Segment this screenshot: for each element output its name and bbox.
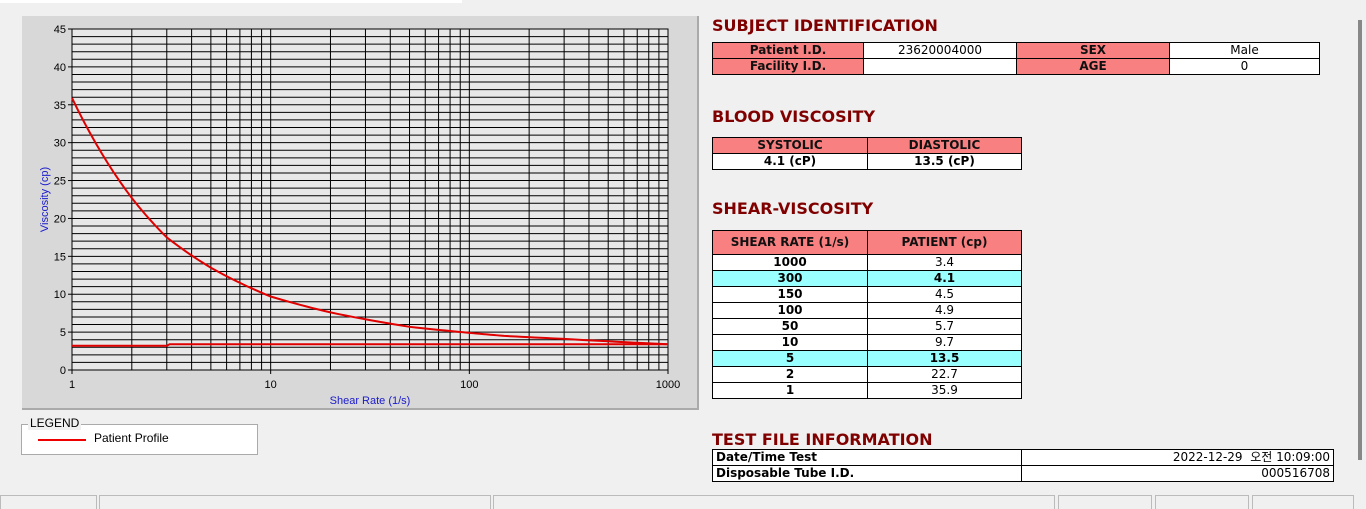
shear-rate-cell: 5 xyxy=(712,350,868,367)
patient-value-cell: 35.9 xyxy=(867,382,1022,399)
y-tick-label: 25 xyxy=(54,176,66,188)
shear-row: 10 9.7 xyxy=(712,334,1022,351)
y-tick-label: 40 xyxy=(54,62,66,74)
shear-rate-header: SHEAR RATE (1/s) xyxy=(712,230,868,255)
status-pane-1 xyxy=(0,495,97,509)
plot-area xyxy=(71,28,669,371)
facility-id-label: Facility I.D. xyxy=(712,58,864,75)
patient-value-cell: 4.1 xyxy=(867,270,1022,287)
date-value: 2022-12-29 오전 10:09:00 xyxy=(1021,449,1334,466)
y-tick-label: 45 xyxy=(54,24,66,36)
systolic-label: SYSTOLIC xyxy=(712,137,868,154)
y-tick-label: 0 xyxy=(60,365,66,377)
sex-value: Male xyxy=(1169,42,1320,59)
scrollbar[interactable] xyxy=(1355,0,1366,480)
legend: LEGEND Patient Profile xyxy=(21,416,258,455)
shear-rate-cell: 10 xyxy=(712,334,868,351)
testfile-table: Date/Time Test 2022-12-29 오전 10:09:00 Dis… xyxy=(712,449,1334,482)
shear-rate-cell: 50 xyxy=(712,318,868,335)
patient-value-cell: 3.4 xyxy=(867,254,1022,271)
shear-rate-cell: 300 xyxy=(712,270,868,287)
date-label: Date/Time Test xyxy=(712,449,1022,466)
status-pane-2 xyxy=(99,495,491,509)
patient-header: PATIENT (cp) xyxy=(867,230,1022,255)
series-line-baseline xyxy=(72,343,668,347)
shear-rate-cell: 1 xyxy=(712,382,868,399)
x-tick-label: 1000 xyxy=(656,379,680,391)
diastolic-value: 13.5 (cP) xyxy=(867,153,1022,170)
shear-row: 5 13.5 xyxy=(712,350,1022,367)
status-pane-4 xyxy=(1058,495,1152,509)
shear-row: 50 5.7 xyxy=(712,318,1022,335)
status-pane-3 xyxy=(493,495,1055,509)
patient-id-value: 23620004000 xyxy=(863,42,1017,59)
tube-value: 000516708 xyxy=(1021,465,1334,482)
legend-swatch xyxy=(38,439,86,441)
patient-value-cell: 9.7 xyxy=(867,334,1022,351)
shear-table: SHEAR RATE (1/s) PATIENT (cp) 1000 3.4 300 4… xyxy=(712,230,1022,399)
status-pane-6 xyxy=(1252,495,1354,509)
testfile-title: TEST FILE INFORMATION xyxy=(712,430,933,449)
top-strip xyxy=(0,0,462,3)
y-tick-label: 15 xyxy=(54,251,66,263)
sex-label: SEX xyxy=(1016,42,1170,59)
y-tick-label: 5 xyxy=(60,327,66,339)
shear-row: 1000 3.4 xyxy=(712,254,1022,271)
shear-rate-cell: 1000 xyxy=(712,254,868,271)
blood-table: SYSTOLIC DIASTOLIC 4.1 (cP) 13.5 (cP) xyxy=(712,137,1022,170)
subject-table: Patient I.D. 23620004000 SEX Male Facility … xyxy=(712,42,1320,75)
series-line-patient-profile xyxy=(71,97,669,346)
shear-row: 150 4.5 xyxy=(712,286,1022,303)
x-tick-label: 100 xyxy=(460,379,478,391)
shear-title: SHEAR-VISCOSITY xyxy=(712,199,874,218)
tube-label: Disposable Tube I.D. xyxy=(712,465,1022,482)
shear-row: 2 22.7 xyxy=(712,366,1022,383)
patient-value-cell: 4.5 xyxy=(867,286,1022,303)
y-tick-label: 20 xyxy=(54,213,66,225)
blood-title: BLOOD VISCOSITY xyxy=(712,107,876,126)
shear-row: 300 4.1 xyxy=(712,270,1022,287)
y-axis-label: Viscosity (cp) xyxy=(39,167,51,232)
status-pane-5 xyxy=(1155,495,1249,509)
legend-title: LEGEND xyxy=(28,416,82,430)
patient-value-cell: 13.5 xyxy=(867,350,1022,367)
patient-value-cell: 22.7 xyxy=(867,366,1022,383)
y-tick-label: 10 xyxy=(54,289,66,301)
shear-row: 100 4.9 xyxy=(712,302,1022,319)
x-axis-label: Shear Rate (1/s) xyxy=(330,395,411,407)
shear-rate-cell: 2 xyxy=(712,366,868,383)
patient-value-cell: 4.9 xyxy=(867,302,1022,319)
patient-value-cell: 5.7 xyxy=(867,318,1022,335)
legend-label: Patient Profile xyxy=(94,431,169,445)
y-tick-label: 35 xyxy=(54,100,66,112)
chart-panel: 0 5 10 15 20 25 30 35 40 45 1 10 100 1000 Shear Rate (… xyxy=(22,16,699,410)
age-label: AGE xyxy=(1016,58,1170,75)
shear-rate-cell: 100 xyxy=(712,302,868,319)
viscosity-chart: 0 5 10 15 20 25 30 35 40 45 1 10 100 1000 Shear Rate (… xyxy=(39,24,680,407)
x-tick-label: 10 xyxy=(265,379,277,391)
shear-rate-cell: 150 xyxy=(712,286,868,303)
subject-title: SUBJECT IDENTIFICATION xyxy=(712,16,938,35)
shear-row: 1 35.9 xyxy=(712,382,1022,399)
age-value: 0 xyxy=(1169,58,1320,75)
facility-id-value xyxy=(863,58,1017,75)
y-tick-label: 30 xyxy=(54,138,66,150)
systolic-value: 4.1 (cP) xyxy=(712,153,868,170)
patient-id-label: Patient I.D. xyxy=(712,42,864,59)
x-tick-label: 1 xyxy=(69,379,75,391)
diastolic-label: DIASTOLIC xyxy=(867,137,1022,154)
